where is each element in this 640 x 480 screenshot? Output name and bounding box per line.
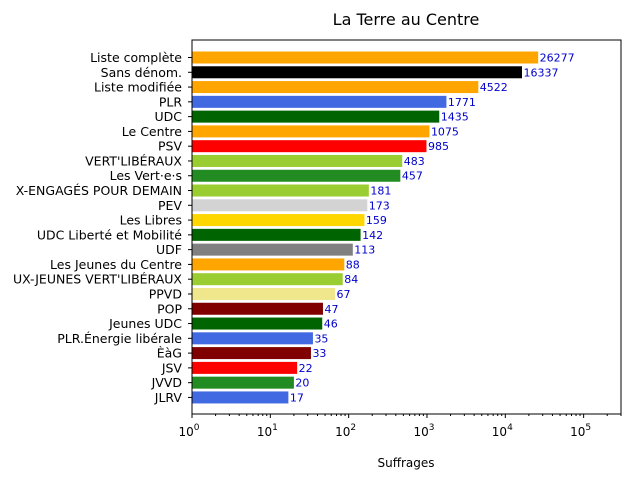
x-tick-exponent: 4	[507, 423, 513, 433]
x-tick-base: 10	[257, 425, 272, 439]
category-label: Sans dénom.	[101, 65, 182, 80]
bar	[192, 332, 313, 345]
category-label: UDC Liberté et Mobilité	[37, 227, 182, 242]
bar	[192, 95, 447, 108]
bar	[192, 347, 311, 360]
category-label: ÈàG	[157, 346, 182, 361]
x-tick-base: 10	[335, 425, 350, 439]
x-tick-base: 10	[570, 425, 585, 439]
value-labels: 2627716337452217711435107598548345718117…	[290, 52, 575, 405]
x-tick-base: 10	[413, 425, 428, 439]
plot-frame	[191, 39, 622, 415]
value-label: 84	[344, 273, 358, 286]
x-tick-base: 10	[178, 425, 193, 439]
category-label: UDF	[156, 242, 182, 257]
value-label: 173	[369, 199, 390, 212]
value-label: 33	[312, 347, 326, 360]
x-tick-label: 104	[492, 423, 513, 439]
value-label: 26277	[540, 52, 575, 65]
value-label: 1771	[448, 96, 476, 109]
bar	[192, 140, 427, 153]
category-label: X-ENGAGÉS POUR DEMAIN	[16, 183, 182, 198]
bar	[192, 66, 523, 79]
category-label: Liste modifiée	[94, 80, 182, 95]
value-label: 142	[362, 229, 383, 242]
bar	[192, 214, 365, 227]
x-tick-exponent: 0	[194, 423, 200, 433]
x-tick-exponent: 2	[350, 423, 356, 433]
value-label: 35	[314, 332, 328, 345]
category-label: JVVD	[151, 375, 182, 390]
bar	[192, 51, 539, 64]
category-label: Liste complète	[90, 50, 182, 65]
bar	[192, 287, 336, 300]
category-label: Les Libres	[120, 213, 182, 228]
category-label: VERT'LIBÉRAUX	[85, 153, 182, 168]
value-label: 22	[299, 362, 313, 375]
category-label: JSV	[161, 360, 183, 375]
bar	[192, 376, 294, 389]
bar	[192, 243, 353, 256]
bar	[192, 110, 440, 123]
category-label: PLR.Énergie libérale	[57, 331, 182, 346]
x-tick-exponent: 5	[585, 423, 591, 433]
x-tick-label: 102	[335, 423, 356, 439]
value-label: 88	[346, 258, 360, 271]
category-label: Le Centre	[122, 124, 183, 139]
bar	[192, 184, 369, 197]
x-tick-label: 101	[257, 423, 278, 439]
bar	[192, 228, 361, 241]
bars-group	[192, 51, 539, 404]
value-label: 1075	[431, 125, 459, 138]
x-tick-label: 100	[178, 423, 199, 439]
category-label: Les Jeunes du Centre	[50, 257, 182, 272]
value-label: 17	[290, 391, 304, 404]
chart-title: La Terre au Centre	[333, 10, 480, 29]
category-label: JLRV	[154, 390, 183, 405]
x-tick-exponent: 3	[429, 423, 435, 433]
value-label: 483	[404, 155, 425, 168]
bar	[192, 391, 289, 404]
x-tick-exponent: 1	[272, 423, 278, 433]
bar	[192, 273, 343, 286]
category-label: PPVD	[149, 286, 182, 301]
value-label: 4522	[480, 81, 508, 94]
value-label: 16337	[524, 66, 559, 79]
category-label: PLR	[159, 94, 183, 109]
x-tick-label: 105	[570, 423, 591, 439]
value-label: 985	[428, 140, 449, 153]
value-label: 457	[402, 170, 423, 183]
bar	[192, 361, 298, 374]
x-tick-base: 10	[492, 425, 507, 439]
bar	[192, 125, 430, 138]
value-label: 67	[337, 288, 351, 301]
bar	[192, 258, 345, 271]
bar	[192, 317, 323, 330]
category-label: PEV	[158, 198, 182, 213]
bar	[192, 302, 323, 315]
bar	[192, 169, 401, 182]
category-label: Les Vert·e·s	[110, 168, 182, 183]
bar	[192, 199, 368, 212]
value-label: 1435	[441, 111, 469, 124]
value-label: 181	[370, 185, 391, 198]
x-axis-ticks: 100 101 102 103 104 105	[178, 414, 622, 439]
value-label: 46	[324, 318, 338, 331]
bar	[192, 81, 479, 94]
x-axis-label: Suffrages	[377, 456, 434, 470]
value-label: 113	[354, 244, 375, 257]
category-label: PSV	[158, 139, 182, 154]
category-label: POP	[157, 301, 182, 316]
value-label: 47	[324, 303, 338, 316]
value-label: 20	[295, 377, 309, 390]
bar	[192, 154, 403, 167]
value-label: 159	[366, 214, 387, 227]
category-label: UDC	[154, 109, 182, 124]
x-tick-label: 103	[413, 423, 434, 439]
category-label: Jeunes UDC	[108, 316, 182, 331]
category-label: UX-JEUNES VERT'LIBÉRAUX	[13, 272, 182, 287]
